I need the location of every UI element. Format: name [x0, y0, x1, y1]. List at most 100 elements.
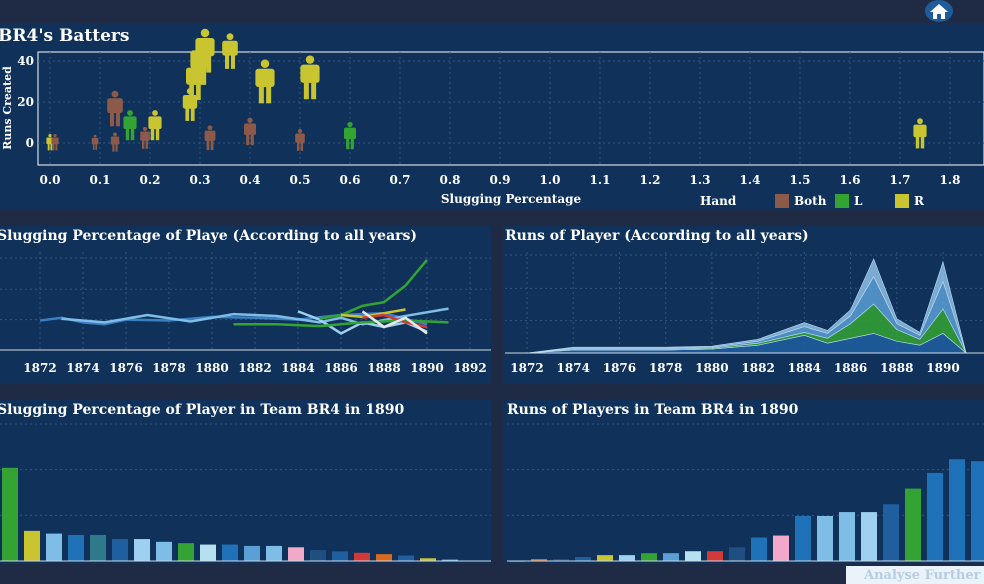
line-x-tick-label: 1874: [66, 361, 99, 375]
person-head: [247, 117, 253, 124]
slug-line-panel: [0, 226, 491, 384]
scatter-point-person: [123, 110, 137, 141]
runs-bar-bar: [531, 559, 547, 561]
runs-bar-bar: [597, 555, 613, 561]
line-x-tick-label: 1882: [238, 361, 271, 375]
slug-bar-bar: [354, 552, 370, 561]
scatter-point-person: [295, 128, 305, 151]
person-head: [111, 90, 119, 98]
legend-label-r[interactable]: R: [914, 194, 925, 208]
legend-label-l[interactable]: L: [854, 194, 863, 208]
legend-swatch-r[interactable]: [895, 194, 909, 208]
person-head: [48, 134, 52, 138]
line-series: [233, 319, 449, 328]
person-leg: [115, 112, 120, 127]
runs-bar-panel: [503, 400, 984, 564]
scatter-y-tick-label: 40: [17, 54, 34, 68]
person-body: [204, 130, 216, 141]
person-leg: [206, 140, 210, 151]
person-body: [344, 127, 356, 140]
person-leg: [915, 136, 920, 149]
area-x-tick-label: 1876: [603, 361, 636, 375]
area-x-tick-label: 1886: [834, 361, 867, 375]
person-body: [51, 137, 59, 145]
scatter-x-tick-label: 1.4: [740, 173, 761, 187]
person-head: [226, 33, 234, 41]
scatter-point-person: [222, 33, 238, 69]
person-leg: [210, 140, 214, 151]
person-leg: [300, 142, 304, 151]
scatter-point-person: [300, 55, 320, 100]
person-body: [110, 136, 120, 145]
person-leg: [95, 143, 98, 150]
slug-bar-bar: [420, 558, 436, 561]
slug-bar-bar: [442, 559, 458, 561]
person-head: [207, 125, 213, 131]
person-body: [295, 133, 305, 143]
home-button[interactable]: [925, 0, 953, 22]
scatter-x-tick-label: 1.6: [840, 173, 861, 187]
person-leg: [55, 143, 58, 151]
person-leg: [110, 112, 115, 127]
person-body: [222, 40, 238, 56]
scatter-x-tick-label: 0.8: [440, 173, 461, 187]
person-head: [917, 118, 923, 125]
scatter-x-tick-label: 0.5: [290, 173, 311, 187]
person-leg: [115, 144, 118, 152]
legend-swatch-l[interactable]: [835, 194, 849, 208]
person-head: [305, 55, 315, 64]
slug-bar-title: Slugging Percentage of Player in Team BR…: [0, 402, 405, 418]
legend-swatch-both[interactable]: [775, 194, 789, 208]
person-leg: [150, 128, 155, 141]
runs-bar-bar: [883, 504, 899, 561]
scatter-point-person: [344, 121, 356, 150]
scatter-x-tick-label: 0.9: [490, 173, 511, 187]
person-head: [142, 126, 148, 132]
slug-bar-bar: [24, 530, 40, 561]
scatter-x-tick-label: 1.3: [690, 173, 711, 187]
area-x-tick-label: 1882: [741, 361, 774, 375]
runs-bar-bar: [641, 553, 657, 561]
person-leg: [145, 140, 149, 149]
scatter-point-person: [195, 28, 215, 73]
line-x-tick-label: 1884: [281, 361, 314, 375]
scatter-point-person: [255, 59, 275, 104]
area-x-tick-label: 1878: [649, 361, 682, 375]
line-series: [361, 310, 428, 335]
scatter-point-person: [107, 90, 123, 127]
person-head: [297, 128, 303, 134]
person-head: [347, 121, 353, 128]
person-leg: [190, 107, 195, 121]
scatter-panel: [0, 23, 984, 210]
line-x-tick-label: 1892: [453, 361, 486, 375]
scatter-x-tick-label: 0.3: [190, 173, 211, 187]
person-leg: [230, 54, 235, 69]
runs-bar-bar: [905, 488, 921, 561]
person-leg: [125, 128, 130, 141]
line-x-tick-label: 1886: [324, 361, 357, 375]
line-x-tick-label: 1872: [23, 361, 56, 375]
legend-label-both[interactable]: Both: [794, 194, 827, 208]
person-leg: [130, 128, 135, 141]
person-leg: [189, 83, 194, 101]
slug-bar-bar: [222, 544, 238, 561]
analyse-further-button[interactable]: Analyse Further: [846, 566, 984, 584]
person-leg: [141, 140, 145, 149]
person-leg: [198, 55, 204, 73]
slug-bar-bar: [376, 554, 392, 561]
slug-bar-bar: [200, 544, 216, 561]
scatter-x-tick-label: 0.1: [90, 173, 111, 187]
line-x-tick-label: 1888: [367, 361, 400, 375]
person-head: [152, 110, 158, 116]
slug-bar-bar: [310, 550, 326, 561]
scatter-x-tick-label: 0.6: [340, 173, 361, 187]
home-icon: [930, 4, 948, 19]
slug-bar-bar: [244, 545, 260, 561]
person-leg: [250, 134, 254, 146]
person-body: [300, 64, 320, 83]
person-leg: [246, 134, 250, 146]
slug-line-title: Slugging Percentage of Playe (According …: [0, 228, 418, 244]
slug-bar-bar: [288, 547, 304, 561]
line-x-tick-label: 1878: [152, 361, 185, 375]
